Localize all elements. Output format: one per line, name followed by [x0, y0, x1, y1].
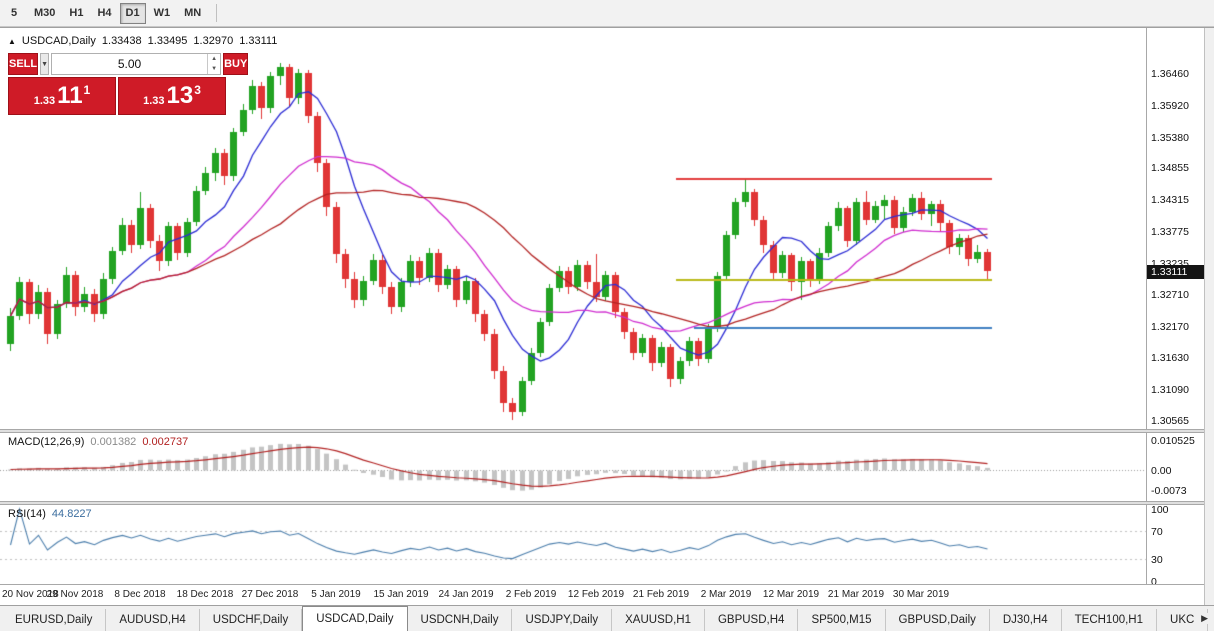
- price-tick: 1.33775: [1151, 226, 1189, 239]
- price-tick: 1.31630: [1151, 352, 1189, 365]
- date-tick: 21 Feb 2019: [632, 589, 690, 600]
- rsi-indicator-canvas[interactable]: [0, 505, 1146, 584]
- quote-close: 1.33111: [239, 35, 278, 47]
- volume-input[interactable]: [52, 54, 208, 74]
- date-tick: 24 Jan 2019: [438, 589, 494, 600]
- buy-quote-button[interactable]: 1.33 13 3: [118, 77, 226, 115]
- chart-area: 20 Nov 2018 29 Nov 2018 8 Dec 2018 18 Dec 2…: [0, 27, 1214, 605]
- sell-price-prefix: 1.33: [33, 95, 56, 107]
- rsi-tick: 100: [1151, 504, 1169, 516]
- buy-price-point: 3: [194, 83, 201, 97]
- timeframe-button-MN[interactable]: MN: [184, 7, 202, 19]
- chart-tab-USDCNH-Daily[interactable]: USDCNH,Daily: [408, 609, 513, 631]
- macd-label: MACD(12,26,9) 0.001382 0.002737: [8, 436, 188, 448]
- timeframe-button-H1[interactable]: H1: [69, 7, 84, 19]
- rsi-tick: 30: [1151, 554, 1163, 567]
- rsi-label: RSI(14) 44.8227: [8, 508, 92, 520]
- date-tick: 5 Jan 2019: [311, 589, 361, 600]
- chart-tab-EURUSD-Daily[interactable]: EURUSD,Daily: [2, 609, 107, 631]
- volume-field-wrap: ▲ ▼: [51, 53, 222, 75]
- macd-tick: -0.0073: [1151, 485, 1187, 497]
- sell-price-point: 1: [83, 83, 91, 97]
- sell-quote-button[interactable]: 1.33 11 1: [8, 77, 116, 115]
- price-tick: 1.35380: [1151, 131, 1189, 144]
- date-tick: 27 Dec 2018: [241, 589, 299, 600]
- date-tick: 2 Mar 2019: [700, 589, 752, 600]
- sell-button[interactable]: SELL: [8, 53, 39, 75]
- macd-tick: 0.00: [1151, 464, 1172, 477]
- date-tick: 20 Nov 2018: [2, 589, 59, 600]
- price-tick: 1.34315: [1151, 194, 1189, 207]
- macd-name: MACD(12,26,9): [8, 436, 85, 448]
- price-tick: 1.36460: [1151, 67, 1189, 80]
- quote-high: 1.33495: [147, 35, 188, 47]
- volume-dropdown-button[interactable]: ▼: [40, 53, 50, 75]
- sell-price-pips: 11: [57, 82, 83, 109]
- toolbar-separator: [216, 4, 218, 22]
- date-tick: 12 Mar 2019: [762, 589, 820, 600]
- date-tick: 8 Dec 2018: [114, 589, 166, 600]
- chart-tab-USDJPY-Daily[interactable]: USDJPY,Daily: [512, 609, 613, 631]
- price-tick: 1.35920: [1151, 99, 1189, 112]
- chevron-down-icon: ▼: [41, 60, 49, 68]
- timeframe-button-H4[interactable]: H4: [97, 7, 112, 19]
- chart-title: ▲ USDCAD,Daily 1.33438 1.33495 1.32970 1…: [8, 35, 277, 47]
- chart-tab-DJ30-H4[interactable]: DJ30,H4: [990, 609, 1062, 631]
- chart-tab-GBPUSD-H4[interactable]: GBPUSD,H4: [705, 609, 799, 631]
- macd-value-signal: 0.002737: [142, 436, 189, 448]
- macd-tick: 0.010525: [1151, 434, 1195, 447]
- chart-tab-TECH100-H1[interactable]: TECH100,H1: [1062, 609, 1158, 631]
- panel-divider[interactable]: [0, 501, 1204, 505]
- chart-tab-XAUUSD-H1[interactable]: XAUUSD,H1: [612, 609, 705, 631]
- price-tick: 1.32170: [1151, 320, 1189, 333]
- tab-scroll-right-icon[interactable]: ▶: [1198, 613, 1211, 624]
- quote-open: 1.33438: [101, 35, 142, 47]
- date-tick: 21 Mar 2019: [827, 589, 885, 600]
- rsi-name: RSI(14): [8, 508, 46, 520]
- chart-tab-USDCHF-Daily[interactable]: USDCHF,Daily: [200, 609, 303, 631]
- chart-tab-GBPUSD-Daily[interactable]: GBPUSD,Daily: [886, 609, 990, 631]
- panel-divider[interactable]: [0, 429, 1204, 433]
- stepper-down-icon[interactable]: ▼: [211, 66, 218, 72]
- price-tick: 1.34855: [1151, 162, 1189, 175]
- timeframe-button-W1[interactable]: W1: [153, 7, 171, 19]
- price-scale[interactable]: 1.33111 1.36460 1.35920 1.35380 1.34855 1.34…: [1146, 28, 1204, 605]
- one-click-trade-panel: SELL ▼ ▲ ▼ BUY 1.33 11 1: [8, 53, 249, 115]
- buy-button[interactable]: BUY: [223, 53, 249, 75]
- date-tick: 29 Nov 2018: [46, 589, 104, 600]
- chart-tab-bar: ▶ EURUSD,Daily AUDUSD,H4 USDCHF,Daily USDCA…: [0, 605, 1214, 631]
- macd-indicator-canvas[interactable]: [0, 433, 1146, 501]
- current-price-badge: 1.33111: [1147, 265, 1204, 280]
- buy-price-pips: 13: [166, 82, 194, 109]
- price-tick: 1.30565: [1151, 415, 1189, 428]
- timeframe-button-M30[interactable]: M30: [34, 7, 56, 19]
- symbol-period-label: USDCAD,Daily: [21, 35, 96, 47]
- chart-tab-AUDUSD-H4[interactable]: AUDUSD,H4: [106, 609, 200, 631]
- chart-tab-SP500-M15[interactable]: SP500,M15: [798, 609, 886, 631]
- timeframe-toolbar: 5 M30 H1 H4 D1 W1 MN: [0, 0, 1214, 27]
- quote-low: 1.32970: [193, 35, 234, 47]
- rsi-value: 44.8227: [51, 508, 92, 520]
- buy-price-prefix: 1.33: [143, 95, 165, 107]
- rsi-tick: 0: [1151, 575, 1157, 588]
- window-gutter: [1204, 28, 1214, 605]
- macd-value-main: 0.001382: [90, 436, 137, 448]
- timeframe-button-D1[interactable]: D1: [119, 2, 146, 24]
- chart-tab-USDCAD-Daily[interactable]: USDCAD,Daily: [302, 606, 408, 631]
- price-tick: 1.31090: [1151, 384, 1189, 397]
- timeframe-button-5[interactable]: 5: [10, 7, 18, 19]
- date-axis: 20 Nov 2018 29 Nov 2018 8 Dec 2018 18 Dec 2…: [0, 584, 1204, 605]
- one-click-panel-toggle-icon[interactable]: ▲: [8, 36, 16, 46]
- price-tick: 1.32710: [1151, 288, 1189, 301]
- date-tick: 2 Feb 2019: [505, 589, 557, 600]
- volume-stepper: ▲ ▼: [207, 54, 220, 74]
- date-tick: 12 Feb 2019: [567, 589, 625, 600]
- stepper-up-icon[interactable]: ▲: [211, 56, 218, 62]
- date-tick: 15 Jan 2019: [373, 589, 429, 600]
- rsi-tick: 70: [1151, 525, 1163, 538]
- date-tick: 18 Dec 2018: [176, 589, 234, 600]
- date-tick: 30 Mar 2019: [892, 589, 950, 600]
